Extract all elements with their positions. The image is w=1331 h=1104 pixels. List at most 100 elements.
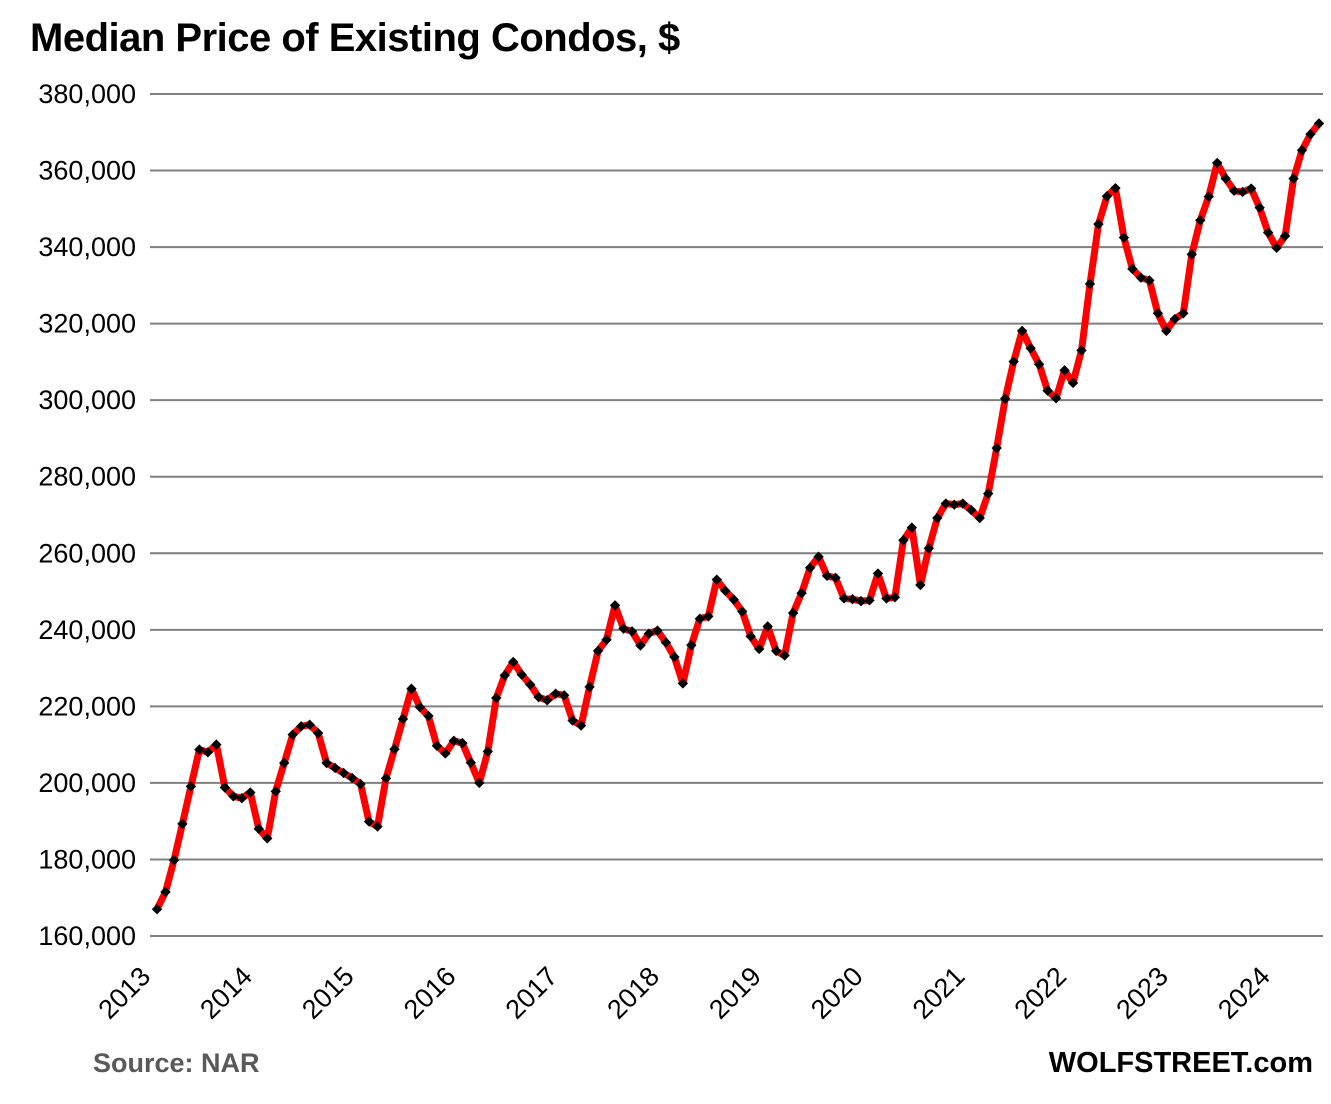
x-tick-label: 2014 (194, 961, 258, 1025)
data-point-marker (516, 669, 527, 680)
data-point-marker (720, 585, 731, 596)
data-point-marker (737, 606, 748, 617)
y-tick-label: 300,000 (38, 385, 136, 415)
data-point-marker (643, 628, 655, 639)
data-point-marker (669, 651, 680, 663)
x-tick-label: 2016 (398, 961, 462, 1025)
data-point-marker (279, 757, 290, 769)
data-point-marker (380, 773, 392, 784)
data-point-marker (601, 634, 612, 645)
data-point-marker (1008, 356, 1019, 367)
price-line (153, 120, 1323, 913)
data-point-marker (618, 623, 629, 634)
data-point-marker (906, 522, 918, 533)
data-point-marker (796, 587, 807, 599)
data-point-marker (1186, 249, 1197, 260)
data-point-marker (524, 679, 536, 690)
data-point-marker (677, 678, 689, 689)
data-point-marker (949, 499, 960, 510)
data-point-marker (1093, 218, 1104, 230)
data-point-marker (881, 593, 892, 604)
data-point-marker (762, 621, 773, 632)
data-point-marker (1161, 325, 1172, 337)
x-tick-label: 2013 (93, 961, 157, 1025)
data-point-marker (245, 787, 256, 798)
data-point-marker (262, 833, 273, 844)
data-point-marker (1144, 275, 1155, 286)
branding-label: WOLFSTREET.com (1048, 1047, 1313, 1079)
data-point-marker (287, 729, 298, 740)
data-point-marker (270, 786, 281, 797)
data-point-marker (1025, 342, 1036, 354)
data-point-marker (346, 772, 358, 784)
data-point-marker (541, 695, 553, 706)
data-point-marker (482, 746, 493, 757)
data-point-marker (389, 744, 400, 755)
data-point-marker (491, 692, 502, 704)
data-point-marker (1237, 186, 1248, 198)
data-point-marker (1245, 183, 1257, 194)
data-point-marker (1220, 173, 1231, 184)
data-point-marker (1313, 118, 1325, 129)
data-point-marker (1228, 185, 1240, 197)
data-point-marker (1296, 145, 1308, 156)
data-point-marker (253, 823, 264, 835)
data-point-marker (151, 904, 163, 915)
data-point-marker (185, 781, 197, 792)
data-point-marker (304, 719, 315, 730)
data-point-marker (457, 737, 468, 749)
data-point-marker (584, 681, 595, 693)
data-point-marker (821, 570, 833, 582)
data-point-marker (957, 498, 968, 509)
data-point-marker (295, 721, 307, 732)
data-point-marker (1050, 393, 1062, 404)
data-point-marker (787, 607, 799, 619)
data-point-marker (1152, 308, 1164, 319)
data-point-marker (703, 611, 714, 622)
data-point-marker (1016, 325, 1028, 337)
data-point-marker (372, 821, 383, 832)
data-point-marker (558, 690, 570, 701)
data-point-marker (219, 782, 231, 793)
data-point-marker (312, 727, 324, 739)
data-point-marker (974, 512, 985, 524)
data-point-marker (1076, 345, 1087, 356)
data-point-marker (1101, 190, 1113, 202)
data-point-marker (830, 572, 841, 583)
data-point-marker (966, 504, 977, 516)
data-point-marker (1084, 278, 1096, 290)
data-point-marker (440, 748, 451, 759)
data-point-marker (1212, 157, 1223, 169)
y-tick-label: 240,000 (38, 615, 136, 645)
data-point-marker (1033, 359, 1045, 370)
data-point-marker (1067, 377, 1079, 389)
data-point-marker (728, 594, 739, 605)
data-point-marker (838, 593, 850, 604)
data-point-marker (940, 498, 952, 509)
data-point-marker (465, 757, 477, 768)
data-point-marker (999, 393, 1011, 404)
data-point-marker (321, 757, 332, 769)
data-point-marker (686, 639, 697, 651)
data-point-marker (983, 488, 994, 499)
data-point-marker (932, 512, 943, 524)
data-point-marker (923, 543, 935, 554)
y-tick-label: 260,000 (38, 538, 136, 568)
data-point-marker (864, 595, 875, 606)
data-point-marker (499, 670, 510, 681)
data-point-marker (338, 767, 349, 779)
chart-title: Median Price of Existing Condos, $ (30, 16, 680, 60)
data-point-marker (1203, 191, 1214, 202)
x-tick-label: 2017 (500, 961, 564, 1025)
data-point-marker (448, 735, 460, 747)
data-point-marker (660, 637, 672, 648)
data-point-marker (1118, 232, 1130, 243)
x-tick-label: 2023 (1110, 961, 1174, 1025)
data-point-marker (228, 791, 239, 802)
data-point-marker (626, 626, 638, 637)
x-tick-label: 2021 (907, 961, 971, 1025)
data-point-marker (652, 625, 663, 636)
data-point-marker (1042, 385, 1053, 396)
